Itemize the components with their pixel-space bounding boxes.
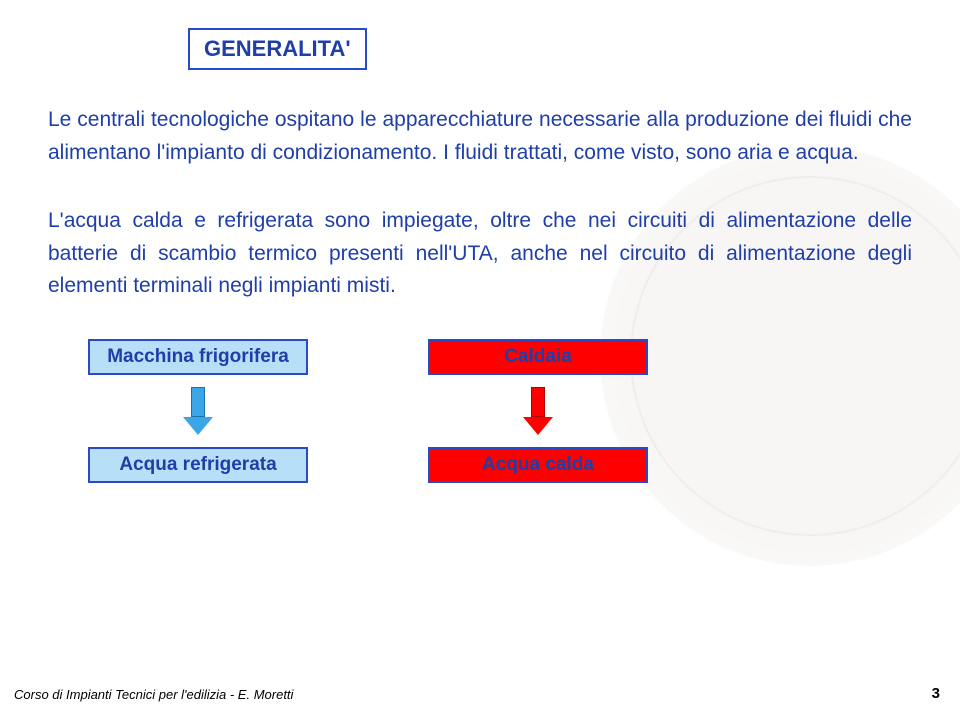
diagram-row-bottom: Acqua refrigerata Acqua calda	[88, 447, 912, 483]
box-acqua-refrigerata: Acqua refrigerata	[88, 447, 308, 483]
box-caldaia: Caldaia	[428, 339, 648, 375]
slide: GENERALITA' Le centrali tecnologiche osp…	[0, 0, 960, 712]
paragraph-2: L'acqua calda e refrigerata sono impiega…	[48, 205, 912, 303]
diagram-row-top: Macchina frigorifera Caldaia	[88, 339, 912, 375]
arrow-shaft-icon	[531, 387, 545, 417]
paragraph-1: Le centrali tecnologiche ospitano le app…	[48, 104, 912, 169]
footer-text: Corso di Impianti Tecnici per l'edilizia…	[14, 687, 293, 702]
diagram-arrows	[88, 387, 912, 435]
box-macchina-frigorifera: Macchina frigorifera	[88, 339, 308, 375]
arrow-head-icon	[183, 417, 213, 435]
diagram: Macchina frigorifera Caldaia Acqua refri…	[88, 339, 912, 483]
arrow-cell-right	[428, 387, 648, 435]
arrow-shaft-icon	[191, 387, 205, 417]
arrow-head-icon	[523, 417, 553, 435]
arrow-down-left	[183, 387, 213, 435]
page-number: 3	[932, 685, 940, 702]
arrow-down-right	[523, 387, 553, 435]
slide-title: GENERALITA'	[188, 28, 367, 70]
box-acqua-calda: Acqua calda	[428, 447, 648, 483]
arrow-cell-left	[88, 387, 308, 435]
